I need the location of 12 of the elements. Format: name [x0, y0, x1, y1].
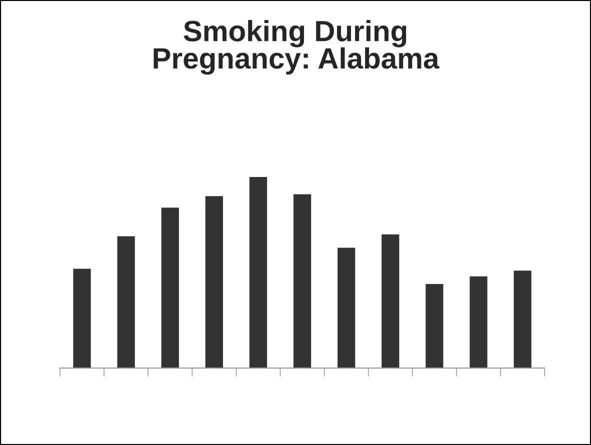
bar — [249, 177, 268, 368]
bar — [426, 284, 444, 368]
bar — [73, 268, 91, 368]
bar — [205, 196, 223, 368]
bar — [382, 234, 400, 368]
chart-title: Smoking During Pregnancy: Alabama — [154, 20, 440, 75]
bar — [514, 270, 532, 368]
bar — [470, 276, 488, 368]
bar — [293, 194, 312, 368]
bar — [117, 236, 135, 368]
bar — [338, 248, 356, 368]
bar — [161, 208, 179, 368]
